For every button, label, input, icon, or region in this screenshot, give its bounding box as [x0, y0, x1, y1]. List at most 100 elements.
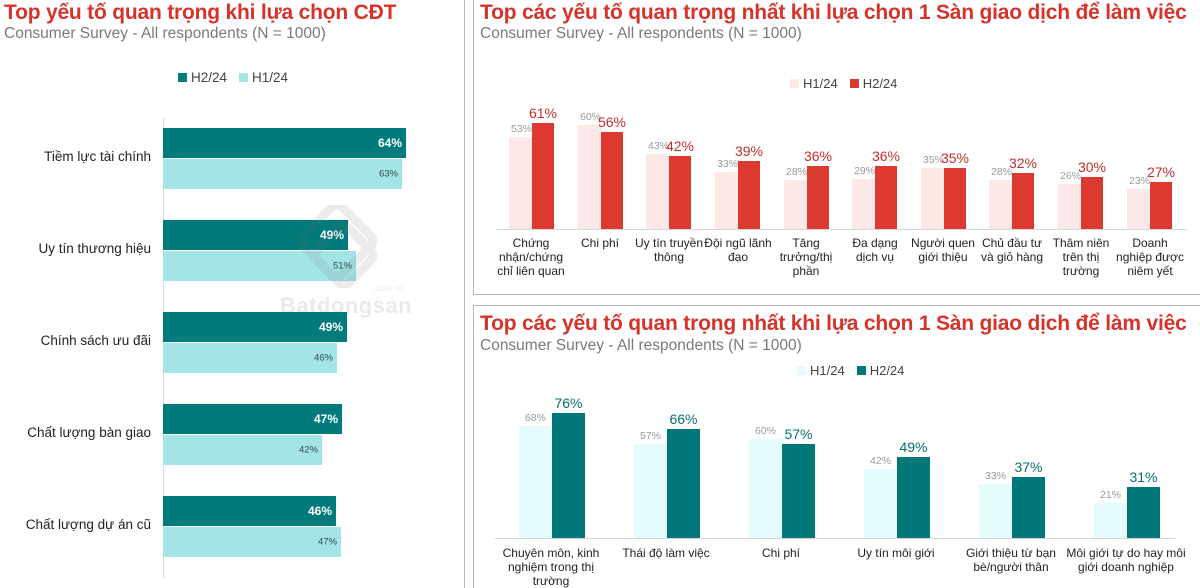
category-label: Thâm niên trên thị trường: [1052, 236, 1110, 278]
bar-value: 63%: [378, 168, 398, 180]
bar-value: 76%: [554, 395, 583, 411]
bar-h2: 36%: [872, 148, 900, 229]
bar-h2: 76%: [552, 395, 585, 538]
bar-h1: 42%: [864, 455, 897, 538]
bar-value: 26%: [1059, 170, 1081, 182]
category-label: Chi phí: [580, 236, 620, 250]
bar-group: 23% 27%: [1127, 0, 1175, 229]
bar-h1: 28%: [784, 166, 807, 229]
bar-group: Chính sách ưu đãi 49% 46%: [0, 312, 465, 374]
bar-value: 46%: [313, 352, 333, 364]
bar-value: 42%: [298, 444, 318, 456]
chart-legend: H2/24 H1/24: [178, 70, 288, 85]
category-label: Tăng trưởng/thị phần: [779, 236, 833, 278]
bar-h2: 35%: [941, 150, 969, 229]
legend-item-h1: H1/24: [239, 70, 288, 85]
bar-value: 47%: [317, 536, 337, 548]
bar-value: 36%: [803, 148, 833, 164]
category-label: Doanh nghiệp được niêm yết: [1116, 236, 1184, 278]
bar-value: 47%: [313, 412, 338, 426]
bar-h2: 56%: [598, 114, 626, 229]
legend-item-h1: H1/24: [797, 363, 845, 378]
bar-h2: 39%: [735, 143, 763, 229]
legend-label: H1/24: [810, 363, 845, 378]
bar-value: 46%: [307, 504, 332, 518]
legend-swatch-icon: [239, 73, 249, 82]
bar-value: 61%: [528, 105, 558, 121]
category-label: Người quen giới thiệu: [911, 236, 975, 264]
bar-value: 43%: [647, 140, 669, 152]
bar-value: 33%: [716, 158, 738, 170]
bar-h1: 63%: [163, 159, 402, 189]
bar-h2: 49%: [163, 220, 348, 250]
bar-h2: 61%: [529, 105, 557, 229]
chart-legend: H1/24 H2/24: [790, 76, 897, 91]
category-label: Chi phí: [761, 546, 801, 560]
left-chart-panel: Top yếu tố quan trọng khi lựa chọn CĐT C…: [0, 0, 465, 588]
bar-h2: 49%: [163, 312, 347, 342]
vertical-bar-chart: 68% 76% Chuyên môn, kinh nghiệm trong th…: [474, 306, 1200, 588]
bar-h1: 29%: [852, 165, 875, 229]
bar-value: 37%: [1014, 459, 1043, 475]
bar-value: 53%: [510, 123, 532, 135]
legend-swatch-icon: [178, 73, 187, 82]
bar-group: 60% 56%: [578, 0, 626, 229]
bar-group: 68% 76%: [519, 306, 585, 538]
bar-h1: 33%: [979, 470, 1012, 538]
category-label: Chủ đầu tư và giỏ hàng: [980, 236, 1044, 264]
bar-h1: 68%: [519, 412, 552, 538]
bar-h2: 46%: [163, 496, 336, 526]
bar-h2: 66%: [667, 411, 700, 538]
bar-h2: 36%: [804, 148, 832, 229]
bar-value: 68%: [524, 412, 547, 424]
bar-value: 33%: [984, 470, 1007, 482]
bar-value: 66%: [669, 411, 698, 427]
bar-group: 21% 31%: [1094, 306, 1160, 538]
bar-group: Tiềm lực tài chính 64% 63%: [0, 128, 465, 190]
bar-value: 42%: [665, 138, 695, 154]
bar-h2: 31%: [1127, 469, 1160, 538]
bar-value: 57%: [784, 426, 813, 442]
bar-value: 35%: [940, 150, 970, 166]
category-label: Giới thiệu từ bạn bè/người thân: [966, 546, 1056, 574]
chart-title: Top yếu tố quan trọng khi lựa chọn CĐT: [4, 1, 397, 24]
category-label: Uy tín truyền thông: [634, 236, 704, 264]
category-label: Uy tín môi giới: [857, 546, 935, 560]
legend-item-h2: H2/24: [849, 76, 898, 91]
bar-h1: 60%: [578, 111, 601, 229]
x-axis: [495, 538, 1175, 539]
bar-h1: 21%: [1094, 489, 1127, 538]
bar-group: 53% 61%: [509, 0, 557, 229]
bar-value: 49%: [899, 439, 928, 455]
category-label: Uy tín thương hiệu: [38, 241, 151, 256]
bar-h1: 26%: [1058, 170, 1081, 229]
bar-h2: 27%: [1147, 164, 1175, 229]
bar-value: 21%: [1099, 489, 1122, 501]
legend-item-h2: H2/24: [178, 70, 227, 85]
bar-value: 30%: [1077, 159, 1107, 175]
bar-value: 56%: [597, 114, 627, 130]
bar-value: 28%: [785, 166, 807, 178]
bar-value: 57%: [639, 430, 662, 442]
bar-group: 57% 66%: [634, 306, 700, 538]
category-label: Chuyên môn, kinh nghiệm trong thị trường: [502, 546, 600, 588]
bar-h1: 28%: [989, 166, 1012, 229]
chart-title: Top các yếu tố quan trọng nhất khi lựa c…: [480, 1, 1187, 24]
category-label: Chứng nhận/chứng chỉ liên quan: [497, 236, 565, 278]
legend-label: H2/24: [862, 76, 898, 91]
bar-value: 39%: [734, 143, 764, 159]
bar-h1: 33%: [715, 158, 738, 229]
bar-group: 42% 49%: [864, 306, 930, 538]
legend-swatch-icon: [849, 79, 859, 88]
bar-h1: 57%: [634, 430, 667, 538]
bar-value: 64%: [377, 136, 402, 150]
bar-value: 60%: [579, 111, 601, 123]
bar-value: 32%: [1008, 155, 1038, 171]
bar-h2: 47%: [163, 404, 342, 434]
bar-value: 49%: [319, 228, 344, 242]
bar-h1: 46%: [163, 343, 337, 373]
bottom-right-chart-panel: Top các yếu tố quan trọng nhất khi lựa c…: [473, 305, 1200, 588]
category-label: Môi giới tự do hay môi giới doanh nghiệp: [1066, 546, 1186, 574]
bar-value: 27%: [1146, 164, 1176, 180]
bar-group: 33% 37%: [979, 306, 1045, 538]
